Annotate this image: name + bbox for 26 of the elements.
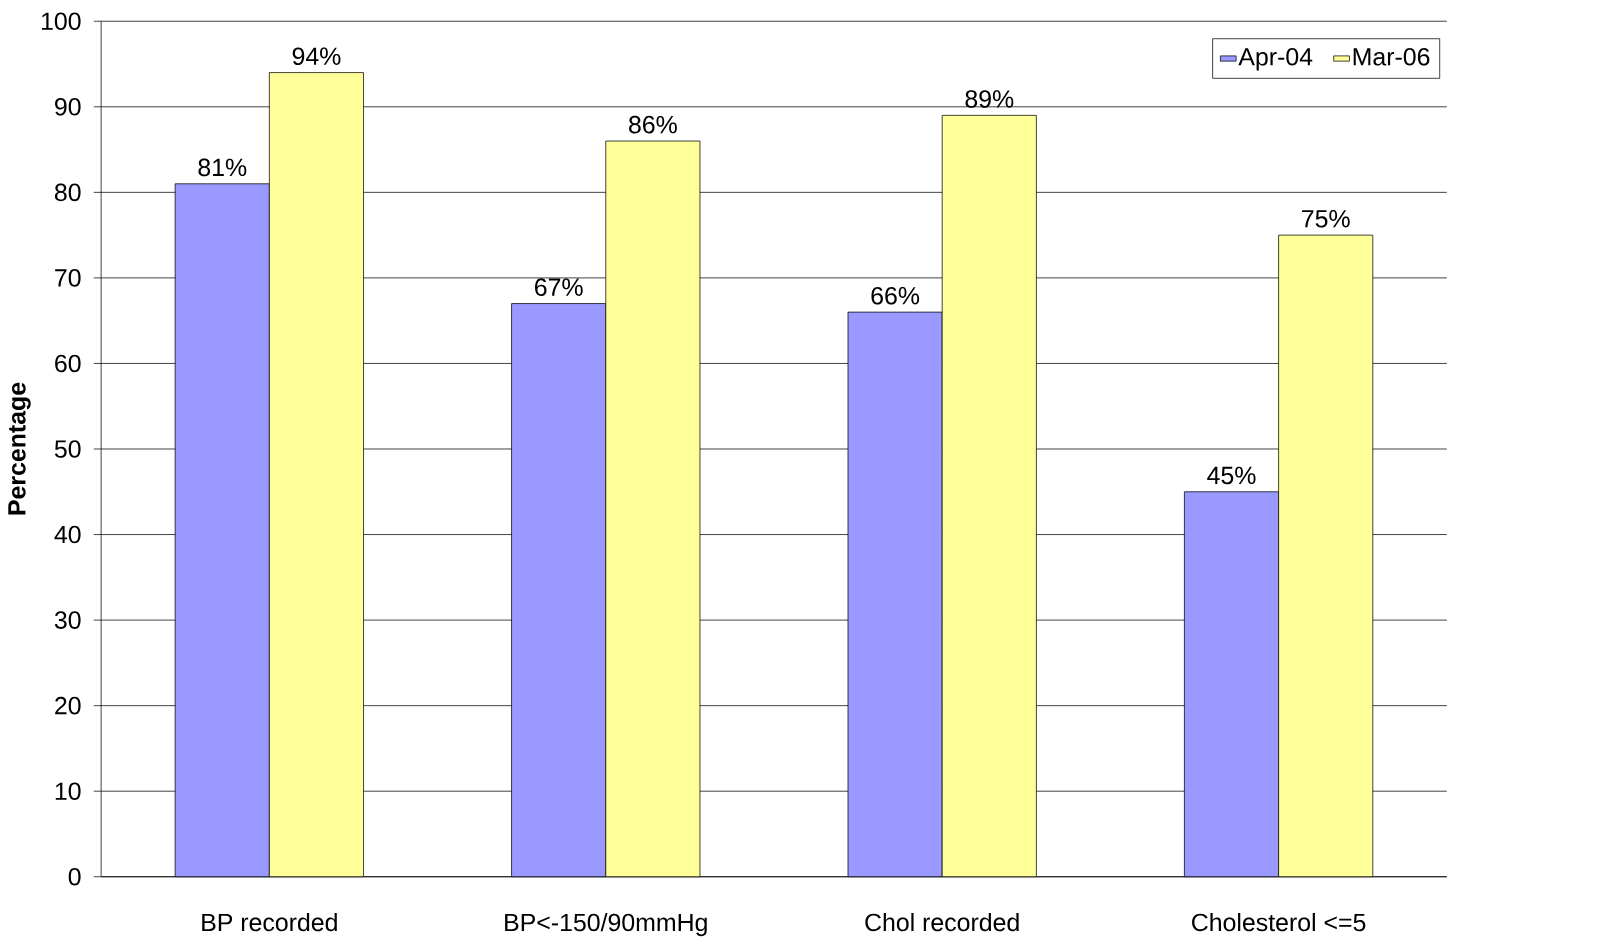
y-tick-label: 80 [54,183,81,201]
y-tick-label: 20 [55,696,81,715]
data-label: 89% [965,89,1014,108]
y-tick-label: 60 [55,354,81,373]
y-tick-label: 10 [55,782,81,800]
data-label: 94% [292,47,341,65]
y-tick-label: 90 [55,97,81,116]
y-tick-label: 0 [68,867,81,886]
y-tick-label: 50 [54,439,81,458]
legend-label: Apr-04 [1238,47,1313,71]
x-tick-label: Cholesterol <=5 [1192,912,1366,932]
y-tick-label: 30 [54,611,81,629]
x-tick-label: BP<-150/90mmHg [505,912,707,936]
data-label: 75% [1302,209,1350,228]
y-tick-label: 40 [54,525,81,544]
data-label: 67% [535,278,583,296]
y-tick-label: 100 [41,12,81,30]
data-label: 81% [198,158,247,176]
legend-label: Mar-06 [1353,47,1430,66]
data-label: 45% [1207,466,1256,484]
y-axis-title: Percentage [8,382,31,515]
data-label: 86% [629,115,677,134]
data-label: 66% [871,286,920,305]
y-tick-label: 70 [55,268,81,287]
x-tick-label: Chol recorded [865,912,1019,932]
x-tick-label: BP recorded [202,912,337,932]
